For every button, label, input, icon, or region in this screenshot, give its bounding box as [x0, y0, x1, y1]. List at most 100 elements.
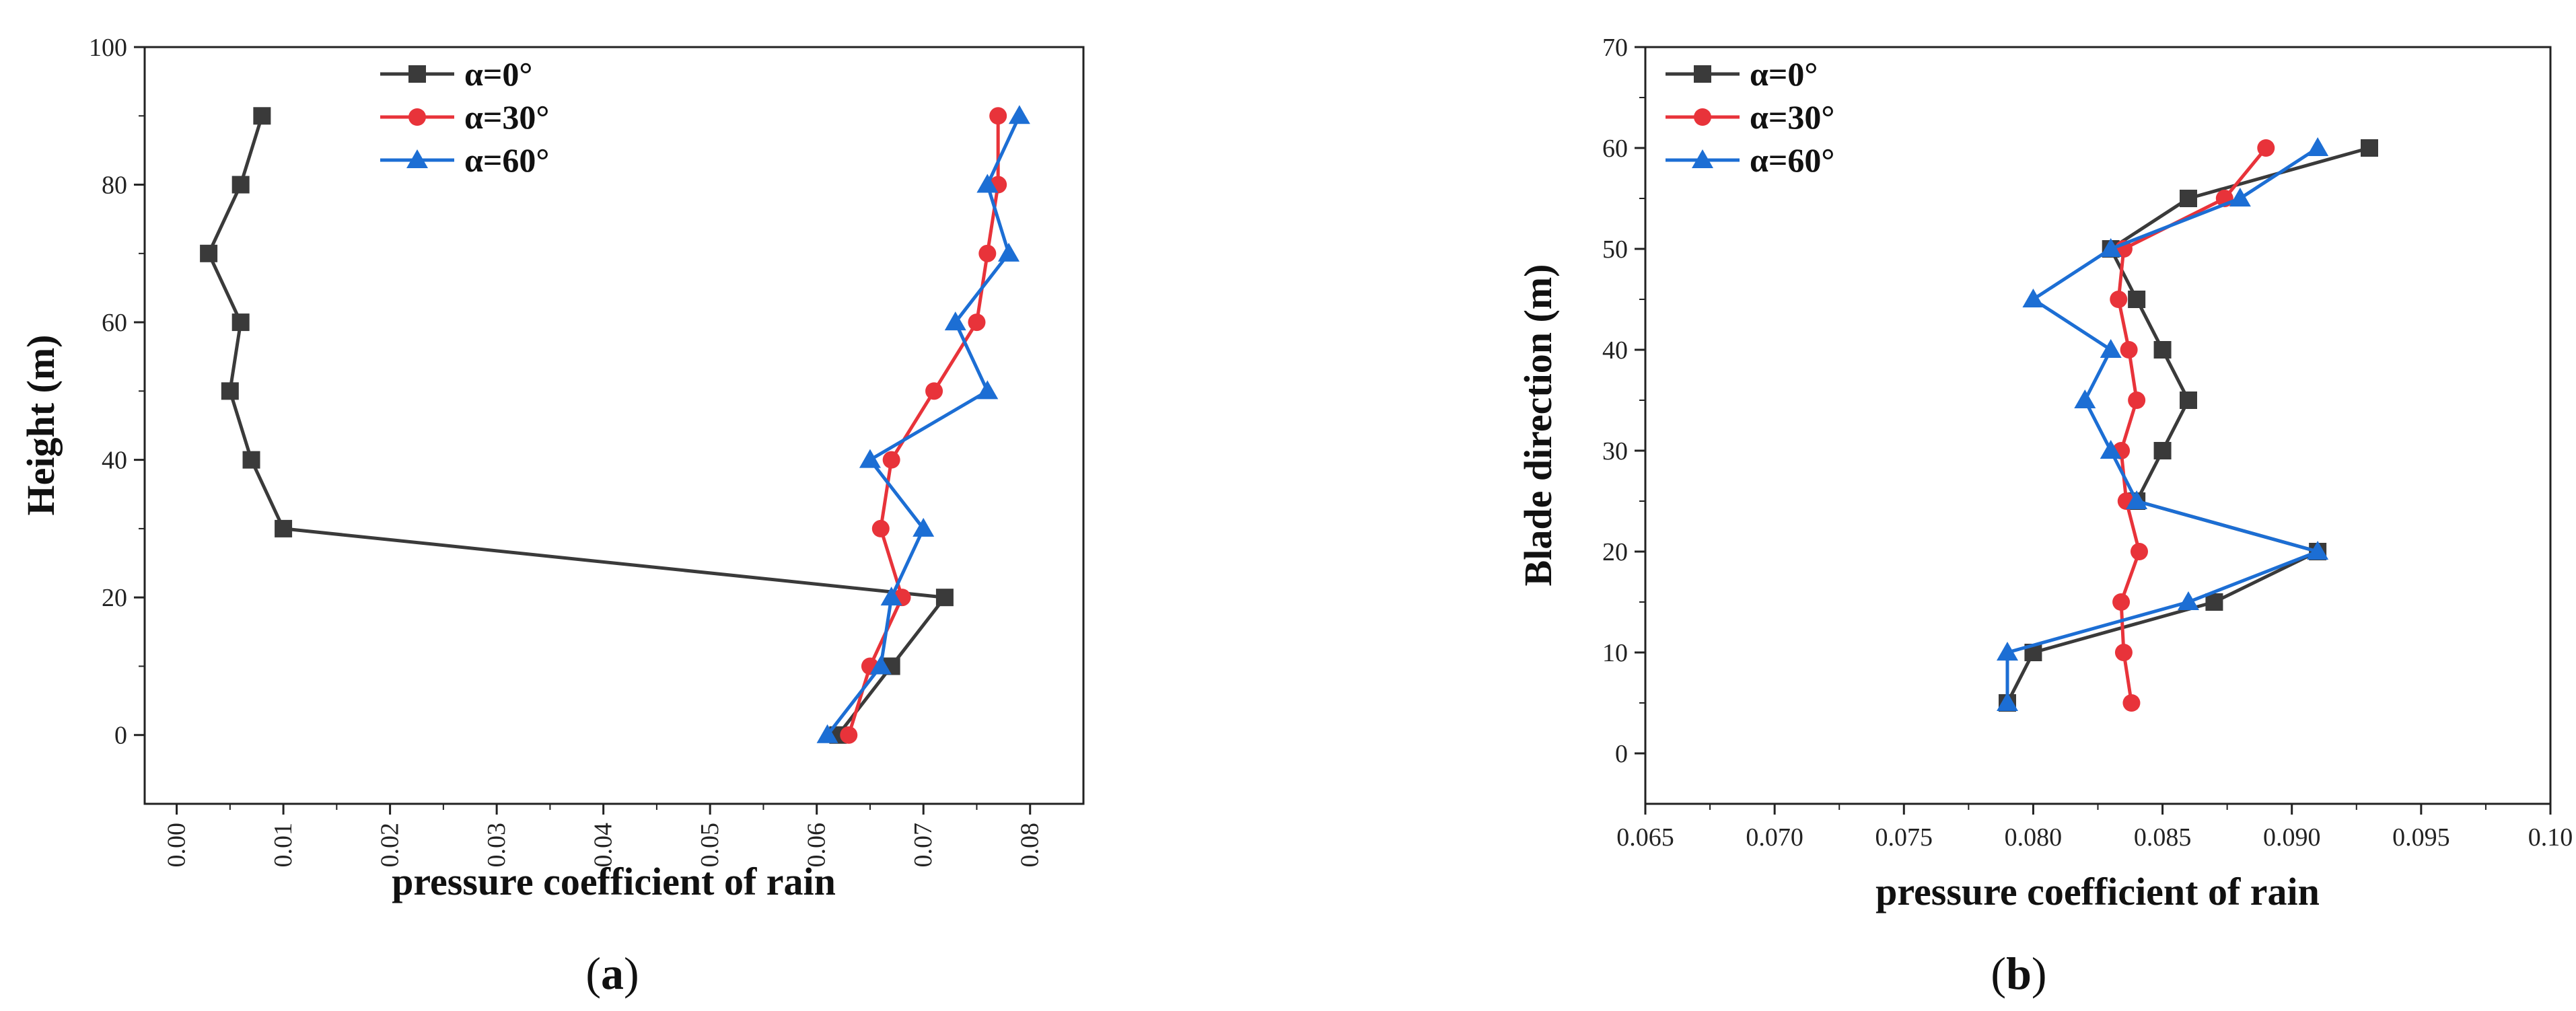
caption-open-paren-b: (: [1991, 948, 2006, 999]
data-point-b-0: [2205, 593, 2223, 611]
data-point-a-1: [989, 107, 1007, 125]
data-point-b-2: [2100, 440, 2122, 459]
y-tick-label: 50: [1602, 235, 1628, 264]
y-tick-label: 60: [1602, 135, 1628, 163]
data-point-a-0: [242, 451, 260, 469]
data-point-a-0: [231, 313, 250, 332]
chart-panel-b: 0.065 0.070 0.075 0.080 0.085 0.090 0.095 0.10 0…: [1516, 34, 2573, 999]
x-axis-label-b: pressure coefficient of rain: [1875, 870, 2320, 913]
y-tick-label: 0: [114, 722, 127, 750]
data-point-b-1: [2122, 694, 2141, 712]
tick-group-a: 0.00 0.01 0.02 0.03 0.04 0.05 0.06 0.07 0.08 0 20 4…: [89, 34, 1044, 868]
data-point-a-0: [231, 176, 250, 194]
data-point-a-2: [816, 724, 838, 743]
y-tick-label: 30: [1602, 437, 1628, 465]
y-tick-label: 20: [102, 584, 127, 612]
data-point-b-2: [2100, 238, 2122, 257]
series-line-b-2: [2005, 146, 2320, 703]
caption-close-paren-a: ): [624, 948, 639, 999]
x-tick-label: 0.03: [482, 823, 511, 868]
data-point-b-2: [1997, 642, 2018, 661]
chart-panel-a: 0.00 0.01 0.02 0.03 0.04 0.05 0.06 0.07 0.08 0 20 4…: [19, 34, 1085, 999]
y-tick-label: 100: [89, 34, 127, 62]
data-point-b-2: [2307, 541, 2329, 560]
x-tick-label: 0.06: [803, 823, 831, 868]
data-point-b-0: [2153, 341, 2172, 359]
data-point-a-2: [869, 655, 892, 675]
legend-label-a-1: α=30°: [464, 98, 549, 136]
x-tick-label: 0.10: [2528, 823, 2573, 852]
legend-a: α=0° α=30° α=60°: [380, 55, 549, 179]
data-point-a-1: [978, 244, 997, 262]
x-tick-label: 0.07: [909, 823, 937, 868]
x-tick-label: 0.02: [376, 823, 404, 868]
data-point-b-1: [2110, 291, 2128, 308]
data-point-b-2: [2178, 591, 2199, 610]
legend-label-b-0: α=0°: [1750, 55, 1818, 93]
data-point-b-1: [2120, 341, 2138, 359]
data-point-b-0: [2180, 190, 2197, 207]
y-axis-label-a: Height (m): [19, 335, 63, 516]
caption-b: (b): [1991, 948, 2046, 999]
data-point-b-0: [2361, 139, 2378, 157]
data-point-b-0: [2153, 442, 2172, 459]
series-line-a-1: [847, 116, 1000, 736]
y-tick-label: 60: [102, 309, 127, 337]
data-point-b-1: [2112, 593, 2131, 611]
y-tick-label: 20: [1602, 538, 1628, 566]
series-line-a-2: [826, 115, 1022, 737]
x-tick-label: 0.00: [163, 823, 191, 868]
caption-label-b: b: [2006, 948, 2032, 999]
data-point-a-2: [913, 517, 935, 537]
data-point-b-0: [2180, 391, 2197, 409]
data-point-a-1: [968, 313, 986, 332]
series-group-b: [1997, 137, 2378, 712]
data-point-a-2: [859, 449, 881, 468]
x-tick-label: 0.090: [2263, 823, 2321, 852]
legend-label-b-2: α=60°: [1750, 141, 1834, 179]
data-point-a-2: [1008, 105, 1030, 124]
data-point-a-1: [871, 519, 890, 537]
x-tick-label: 0.075: [1875, 823, 1933, 852]
x-axis-label-a: pressure coefficient of rain: [392, 860, 836, 903]
data-point-b-1: [2114, 644, 2133, 661]
legend-marker-b-1: [1694, 108, 1711, 126]
data-point-a-2: [998, 242, 1020, 262]
data-point-a-2: [880, 587, 902, 606]
data-point-a-2: [976, 380, 999, 400]
legend-label-b-1: α=30°: [1750, 98, 1834, 136]
x-tick-label: 0.080: [2005, 823, 2063, 852]
y-tick-label: 70: [1602, 34, 1628, 62]
y-tick-label: 80: [102, 172, 127, 200]
data-point-a-0: [275, 519, 293, 537]
x-tick-label: 0.095: [2392, 823, 2450, 852]
caption-label-a: a: [601, 948, 624, 999]
data-point-b-2: [2229, 188, 2251, 207]
legend-marker-b-2: [1692, 149, 1713, 168]
legend-label-a-2: α=60°: [464, 141, 549, 179]
y-tick-label: 40: [102, 447, 127, 475]
y-axis-label-b: Blade direction (m): [1516, 264, 1560, 587]
legend-marker-b-0: [1694, 65, 1711, 83]
data-point-b-1: [2128, 391, 2146, 409]
caption-a: (a): [585, 948, 639, 999]
legend-marker-a-2: [406, 149, 428, 168]
x-tick-label: 0.065: [1616, 823, 1674, 852]
data-point-a-1: [882, 451, 900, 469]
tick-group-b: 0.065 0.070 0.075 0.080 0.085 0.090 0.095 0.10 0…: [1602, 34, 2573, 852]
legend-marker-a-0: [408, 65, 426, 83]
data-point-a-2: [944, 311, 966, 331]
data-point-a-0: [935, 589, 954, 607]
y-tick-label: 0: [1615, 740, 1628, 768]
caption-open-paren-a: (: [585, 948, 601, 999]
series-group-a: [200, 105, 1030, 744]
data-point-a-0: [253, 107, 271, 125]
x-tick-label: 0.08: [1016, 823, 1044, 868]
data-point-b-2: [2307, 137, 2329, 156]
data-point-b-2: [2100, 339, 2122, 358]
legend-marker-a-1: [408, 108, 426, 126]
data-point-a-1: [925, 382, 943, 400]
data-point-a-1: [840, 726, 858, 744]
x-tick-label: 0.05: [696, 823, 724, 868]
data-point-b-0: [2128, 291, 2146, 308]
